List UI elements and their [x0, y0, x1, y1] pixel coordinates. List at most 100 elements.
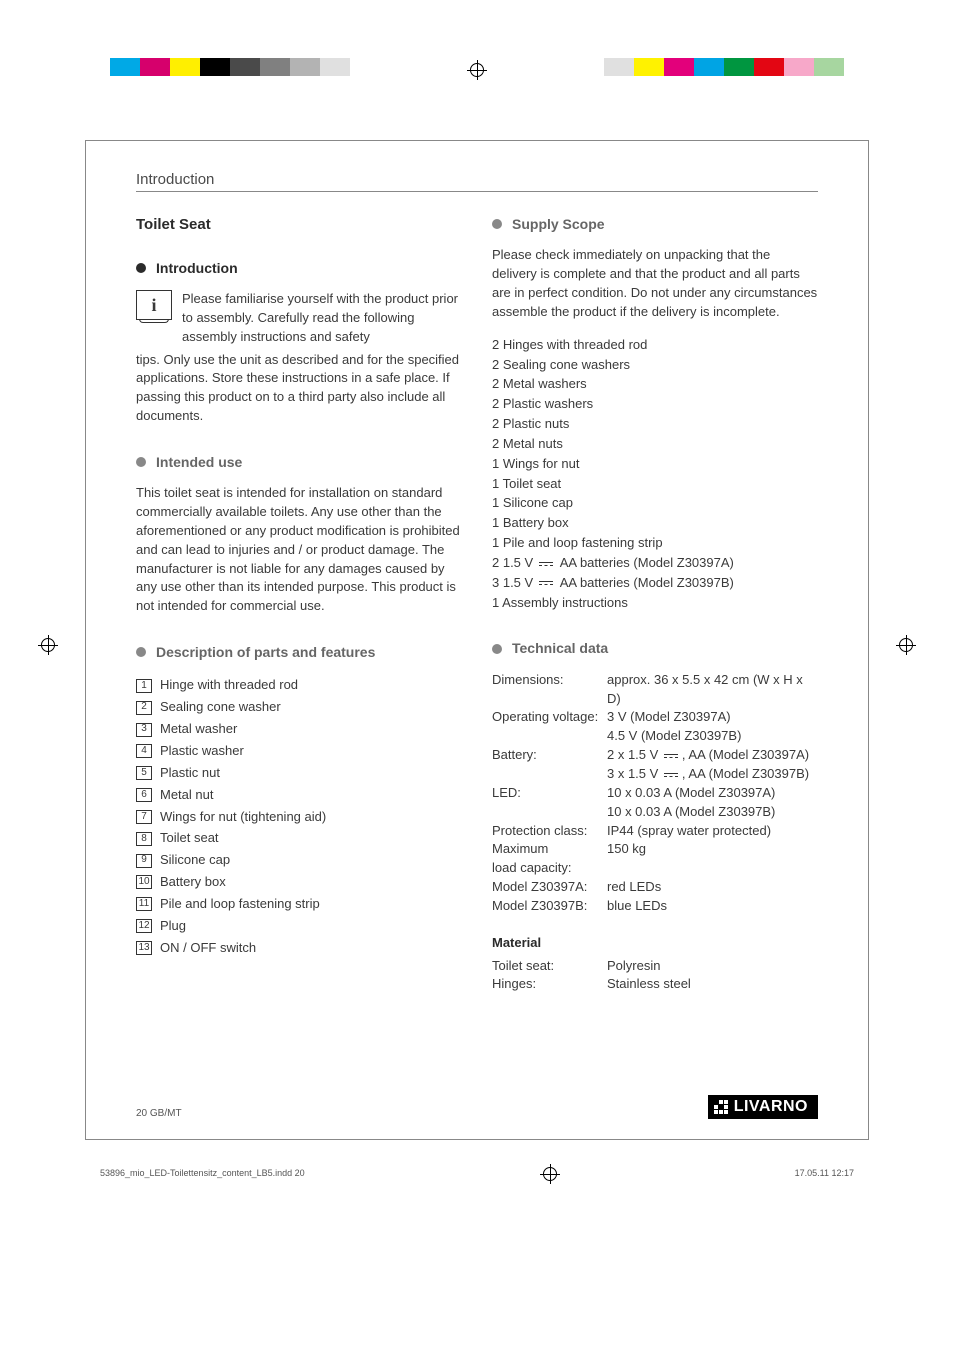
part-number-box: 6 — [136, 788, 152, 802]
part-label: Metal nut — [160, 786, 213, 805]
color-swatch — [230, 58, 260, 76]
supply-item: 2 Sealing cone washers — [492, 356, 818, 375]
color-swatch — [110, 58, 140, 76]
indd-date: 17.05.11 12:17 — [795, 1168, 854, 1190]
registration-mark-bottom — [540, 1168, 560, 1190]
tech-label: Model Z30397A: — [492, 878, 607, 897]
color-swatch — [290, 58, 320, 76]
dc-symbol-icon — [539, 562, 555, 566]
supply-item: 1 Pile and loop fastening strip — [492, 534, 818, 553]
indesign-slug: 53896_mio_LED-Toilettensitz_content_LB5.… — [100, 1168, 854, 1190]
column-left: Toilet Seat Introduction i Please famili… — [136, 214, 462, 994]
indd-file: 53896_mio_LED-Toilettensitz_content_LB5.… — [100, 1168, 305, 1190]
section-title: Technical data — [512, 638, 608, 658]
tech-row: Battery:2 x 1.5 V , AA (Model Z30397A)3 … — [492, 746, 818, 784]
crop-region-top — [0, 0, 954, 140]
running-head: Introduction — [136, 171, 818, 192]
dc-symbol-icon — [664, 773, 680, 777]
section-title: Intended use — [156, 452, 242, 472]
section-title: Description of parts and features — [156, 642, 375, 662]
info-icon: i — [136, 290, 172, 320]
page-footer: 20 GB/MT LIVARNO — [136, 1095, 818, 1119]
color-swatch — [260, 58, 290, 76]
tech-label: Protection class: — [492, 822, 607, 841]
part-label: Toilet seat — [160, 829, 219, 848]
part-row: 13 ON / OFF switch — [136, 939, 462, 958]
part-label: ON / OFF switch — [160, 939, 256, 958]
color-bar-left — [110, 58, 350, 76]
part-number-box: 9 — [136, 854, 152, 868]
parts-list: 1Hinge with threaded rod2Sealing cone wa… — [136, 676, 462, 957]
part-number-box: 5 — [136, 766, 152, 780]
brand-squares-icon — [714, 1100, 728, 1114]
section-head-supply-scope: Supply Scope — [492, 214, 818, 234]
color-swatch — [754, 58, 784, 76]
part-row: 10 Battery box — [136, 873, 462, 892]
color-swatch — [784, 58, 814, 76]
part-number-box: 4 — [136, 744, 152, 758]
supply-item: 1 Assembly instructions — [492, 594, 818, 613]
color-swatch — [604, 58, 634, 76]
tech-value: Stainless steel — [607, 975, 818, 994]
part-number-box: 11 — [136, 897, 152, 911]
tech-label: Toilet seat: — [492, 957, 607, 976]
supply-item: 2 Plastic nuts — [492, 415, 818, 434]
bullet-icon — [136, 263, 146, 273]
part-label: Silicone cap — [160, 851, 230, 870]
dc-symbol-icon — [539, 581, 555, 585]
technical-table: Dimensions:approx. 36 x 5.5 x 42 cm (W x… — [492, 671, 818, 916]
tech-row: Operating voltage:3 V (Model Z30397A) 4.… — [492, 708, 818, 746]
supply-item: 2 Metal washers — [492, 375, 818, 394]
registration-mark-top — [467, 60, 487, 80]
tech-row: Dimensions:approx. 36 x 5.5 x 42 cm (W x… — [492, 671, 818, 709]
registration-mark-left — [38, 635, 58, 655]
part-row: 2 Sealing cone washer — [136, 698, 462, 717]
tech-label: Battery: — [492, 746, 607, 784]
material-heading: Material — [492, 934, 818, 953]
tech-value: Polyresin — [607, 957, 818, 976]
tech-value: 2 x 1.5 V , AA (Model Z30397A)3 x 1.5 V … — [607, 746, 818, 784]
section-head-technical: Technical data — [492, 638, 818, 658]
part-number-box: 2 — [136, 701, 152, 715]
part-label: Battery box — [160, 873, 226, 892]
supply-item: 2 Hinges with threaded rod — [492, 336, 818, 355]
part-number-box: 8 — [136, 832, 152, 846]
tech-value: IP44 (spray water protected) — [607, 822, 818, 841]
part-number-box: 3 — [136, 723, 152, 737]
tech-value: 150 kg — [607, 840, 818, 878]
supply-list: 2 Hinges with threaded rod2 Sealing cone… — [492, 336, 818, 613]
supply-item: 1 Silicone cap — [492, 494, 818, 513]
tech-row: Toilet seat:Polyresin — [492, 957, 818, 976]
registration-mark-right — [896, 635, 916, 655]
color-swatch — [694, 58, 724, 76]
brand-logo: LIVARNO — [708, 1095, 818, 1119]
part-number-box: 10 — [136, 875, 152, 889]
part-row: 11Pile and loop fastening strip — [136, 895, 462, 914]
part-label: Plug — [160, 917, 186, 936]
page-frame: Introduction Toilet Seat Introduction i … — [85, 140, 869, 1140]
part-number-box: 13 — [136, 941, 152, 955]
tech-value: 3 V (Model Z30397A) 4.5 V (Model Z30397B… — [607, 708, 818, 746]
tech-row: LED:10 x 0.03 A (Model Z30397A) 10 x 0.0… — [492, 784, 818, 822]
part-number-box: 7 — [136, 810, 152, 824]
tech-row: Hinges:Stainless steel — [492, 975, 818, 994]
color-swatch — [320, 58, 350, 76]
tech-value: red LEDs — [607, 878, 818, 897]
brand-name: LIVARNO — [734, 1098, 808, 1116]
tech-label: Hinges: — [492, 975, 607, 994]
part-row: 3Metal washer — [136, 720, 462, 739]
tech-label: Dimensions: — [492, 671, 607, 709]
part-number-box: 1 — [136, 679, 152, 693]
tech-value: 10 x 0.03 A (Model Z30397A) 10 x 0.03 A … — [607, 784, 818, 822]
color-swatch — [814, 58, 844, 76]
tech-value: blue LEDs — [607, 897, 818, 916]
bullet-icon — [136, 457, 146, 467]
tech-row: Model Z30397B:blue LEDs — [492, 897, 818, 916]
page-number: 20 GB/MT — [136, 1108, 182, 1119]
part-label: Sealing cone washer — [160, 698, 281, 717]
tech-row: Model Z30397A:red LEDs — [492, 878, 818, 897]
part-row: 9 Silicone cap — [136, 851, 462, 870]
tech-label: LED: — [492, 784, 607, 822]
part-row: 4Plastic washer — [136, 742, 462, 761]
bullet-icon — [136, 647, 146, 657]
